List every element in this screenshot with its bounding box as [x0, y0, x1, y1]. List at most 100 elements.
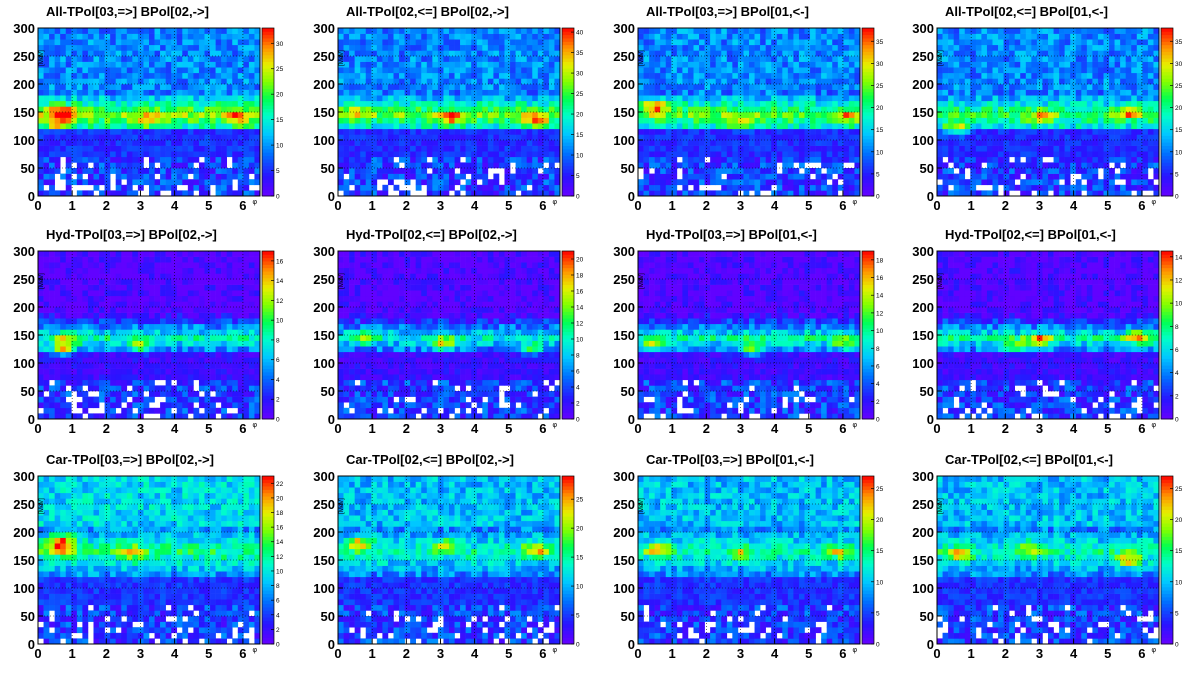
heatmap-cell [849, 134, 855, 140]
heatmap-cell [199, 101, 205, 107]
heatmap-cell [1009, 140, 1015, 146]
heatmap-cell [360, 112, 366, 118]
heatmap-cell [1020, 78, 1026, 84]
heatmap-cell [943, 140, 949, 146]
heatmap-cell [771, 73, 777, 79]
heatmap-cell [532, 157, 538, 163]
heatmap-cell [38, 179, 44, 185]
heatmap-cell [49, 28, 55, 34]
heatmap-cell [355, 179, 361, 185]
heatmap-cell [127, 190, 133, 196]
color-bar-step [562, 162, 574, 166]
heatmap-cell [488, 95, 494, 101]
heatmap-cell [1026, 129, 1032, 135]
heatmap-cell [49, 101, 55, 107]
heatmap-cell [793, 123, 799, 129]
heatmap-cell [455, 140, 461, 146]
heatmap-cell [543, 45, 549, 51]
heatmap-cell [1104, 67, 1110, 73]
heatmap-cell [366, 106, 372, 112]
heatmap-cell [937, 146, 943, 152]
heatmap-cell [1031, 179, 1037, 185]
heatmap-cell [127, 118, 133, 124]
heatmap-cell [427, 140, 433, 146]
heatmap-cell [94, 28, 100, 34]
heatmap-cell [510, 84, 516, 90]
heatmap-cell [1115, 162, 1121, 168]
heatmap-cell [1020, 28, 1026, 34]
heatmap-cell [405, 28, 411, 34]
heatmap-cell [660, 95, 666, 101]
heatmap-cell [1042, 56, 1048, 62]
heatmap-cell [799, 56, 805, 62]
heatmap-cell [1126, 185, 1132, 191]
heatmap-cell [66, 151, 72, 157]
heatmap-cell [805, 62, 811, 68]
heatmap-cell [127, 174, 133, 180]
heatmap-cell [216, 118, 222, 124]
heatmap-cell [182, 118, 188, 124]
heatmap-cell [99, 118, 105, 124]
heatmap-cell [649, 134, 655, 140]
heatmap-cell [471, 168, 477, 174]
heatmap-cell [965, 95, 971, 101]
heatmap-cell [549, 134, 555, 140]
heatmap-cell [1059, 50, 1065, 56]
heatmap-cell [849, 112, 855, 118]
heatmap-cell [1109, 146, 1115, 152]
heatmap-cell [338, 129, 344, 135]
heatmap-cell [810, 112, 816, 118]
heatmap-cell [766, 146, 772, 152]
heatmap-cell [421, 168, 427, 174]
heatmap-cell [171, 28, 177, 34]
color-bar-step [562, 58, 574, 62]
heatmap-cell [965, 185, 971, 191]
heatmap-cell [1048, 168, 1054, 174]
heatmap-cell [349, 67, 355, 73]
heatmap-cell [482, 174, 488, 180]
heatmap-cell [760, 162, 766, 168]
heatmap-cell [488, 84, 494, 90]
heatmap-cell [38, 146, 44, 152]
heatmap-cell [805, 151, 811, 157]
heatmap-cell [732, 190, 738, 196]
heatmap-cell [1042, 67, 1048, 73]
heatmap-cell [466, 56, 472, 62]
heatmap-cell [155, 179, 161, 185]
heatmap-cell [849, 146, 855, 152]
heatmap-cell [710, 168, 716, 174]
color-bar-tick-label: 30 [276, 41, 284, 48]
heatmap-cell [981, 95, 987, 101]
heatmap-cell [166, 28, 172, 34]
heatmap-cell [449, 28, 455, 34]
heatmap-cell [44, 34, 50, 40]
heatmap-cell [644, 45, 650, 51]
heatmap-cell [1126, 123, 1132, 129]
heatmap-cell [527, 140, 533, 146]
heatmap-cell [71, 168, 77, 174]
heatmap-cell [254, 95, 260, 101]
heatmap-cell [166, 151, 172, 157]
heatmap-cell [160, 174, 166, 180]
heatmap-cell [981, 39, 987, 45]
heatmap-cell [249, 106, 255, 112]
heatmap-cell [1081, 129, 1087, 135]
heatmap-cell [488, 185, 494, 191]
heatmap-cell [171, 84, 177, 90]
heatmap-cell [981, 179, 987, 185]
heatmap-cell [532, 162, 538, 168]
heatmap-cell [121, 73, 127, 79]
heatmap-cell [1004, 134, 1010, 140]
heatmap-cell [166, 62, 172, 68]
heatmap-cell [832, 84, 838, 90]
heatmap-cell [749, 73, 755, 79]
heatmap-cell [554, 179, 560, 185]
heatmap-cell [216, 168, 222, 174]
color-bar-step [562, 122, 574, 126]
heatmap-cell [1009, 134, 1015, 140]
heatmap-cell [777, 123, 783, 129]
heatmap-cell [1087, 134, 1093, 140]
heatmap-cell [432, 146, 438, 152]
heatmap-cell [1059, 118, 1065, 124]
heatmap-cell [410, 140, 416, 146]
